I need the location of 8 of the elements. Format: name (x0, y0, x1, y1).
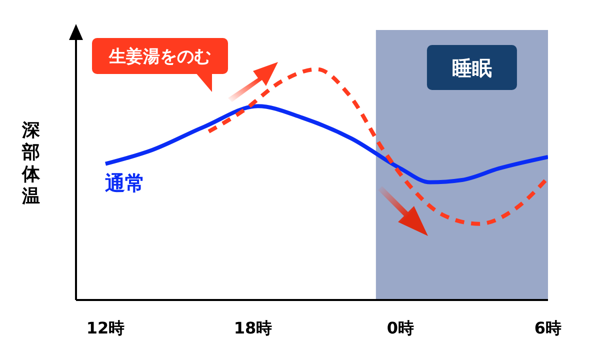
text: 生姜湯をのむ (92, 38, 228, 74)
x-tick-label: 18時 (234, 318, 272, 338)
x-tick-label: 6時 (534, 318, 562, 338)
x-tick-label: 0時 (386, 318, 414, 338)
series-label: 通常 (105, 170, 145, 197)
y-axis-title: 深部体温 (20, 120, 41, 208)
band-label: 睡眠 (452, 56, 492, 80)
x-tick-label: 12時 (86, 318, 125, 338)
